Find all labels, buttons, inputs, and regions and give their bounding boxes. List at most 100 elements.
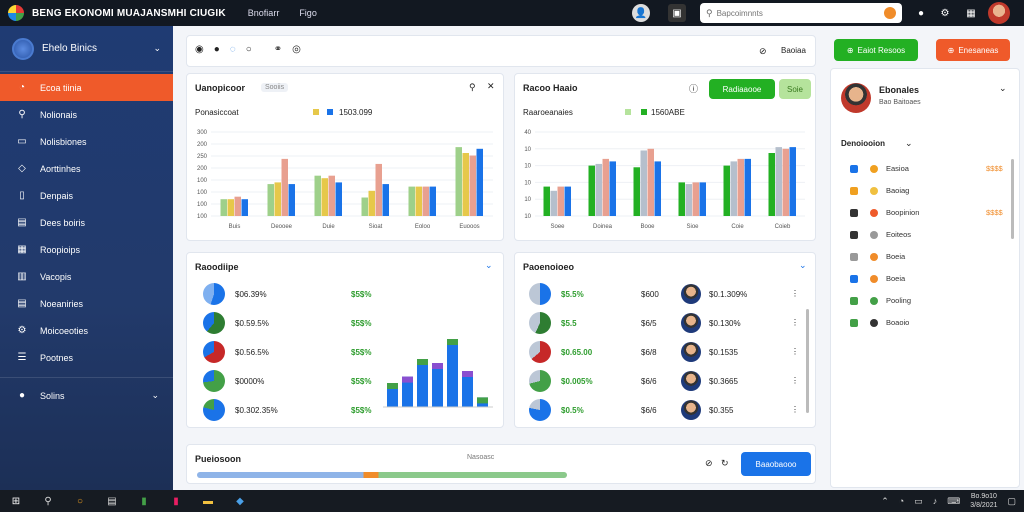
chevron-down-icon[interactable]: ⌄ (999, 83, 1007, 93)
avatar[interactable] (681, 400, 701, 420)
bar[interactable] (432, 363, 443, 407)
window-icon[interactable]: ▣ (668, 4, 686, 22)
browser-icon[interactable]: ◆ (236, 495, 244, 507)
search-icon[interactable]: ⚲ (469, 82, 476, 92)
bar[interactable] (462, 153, 470, 216)
link-icon[interactable]: ⚭ (273, 44, 283, 55)
close-icon[interactable]: ✕ (487, 81, 495, 91)
create-button[interactable]: ⊕ Eaiot Resoos (834, 39, 918, 61)
bar[interactable] (723, 165, 731, 216)
avatar[interactable] (681, 284, 701, 304)
scrollbar[interactable] (1011, 159, 1014, 239)
bar[interactable] (789, 147, 797, 216)
bar[interactable] (476, 148, 484, 216)
bar[interactable] (640, 150, 648, 216)
bar[interactable] (429, 186, 437, 216)
bar[interactable] (281, 158, 289, 216)
chevron-down-icon[interactable]: ⌄ (799, 260, 807, 270)
battery-icon[interactable]: ▭ (914, 495, 923, 506)
sidebar-item-11[interactable]: ☰ Pootnes (0, 344, 173, 371)
search-icon[interactable]: ⚲ (44, 495, 52, 507)
volume-icon[interactable]: ♪ (932, 496, 938, 506)
bar[interactable] (685, 184, 693, 216)
bar[interactable] (447, 339, 458, 407)
bar[interactable] (654, 161, 662, 216)
avatar[interactable] (681, 313, 701, 333)
bar[interactable] (234, 196, 242, 216)
sidebar-header[interactable]: Ehelo Binics ⌄ (0, 26, 173, 72)
bar[interactable] (314, 175, 322, 216)
bar[interactable] (375, 163, 383, 216)
scrollbar[interactable] (806, 309, 809, 413)
search-filter-icon[interactable] (884, 7, 896, 19)
filter-icon[interactable]: ⊘ (759, 46, 767, 56)
bar[interactable] (417, 359, 428, 407)
avatar[interactable] (681, 342, 701, 362)
bar[interactable] (768, 153, 776, 216)
chat-icon[interactable]: ◌ (229, 44, 236, 55)
chevron-down-icon[interactable]: ⌄ (485, 260, 493, 270)
right-list-item[interactable]: Baoiag (850, 186, 986, 195)
bar[interactable] (557, 186, 565, 216)
bar[interactable] (543, 186, 551, 216)
taskview-icon[interactable]: ▤ (107, 495, 117, 507)
user-avatar-icon[interactable]: 👤 (632, 4, 650, 22)
avatar-icon[interactable]: ◉ (195, 44, 204, 55)
refresh-icon[interactable]: ○ (245, 44, 252, 55)
sidebar-item-footer[interactable]: ● Solins ⌄ (0, 382, 173, 409)
user-icon[interactable]: ● (213, 44, 220, 55)
sidebar-item-4[interactable]: ◇ Aorttinhes (0, 155, 173, 182)
sidebar-item-1[interactable]: ◔ Ecoa tiinia (0, 74, 173, 101)
search-box[interactable]: ⚲ (700, 3, 902, 23)
folder-icon[interactable]: ▬ (203, 495, 213, 507)
more-icon[interactable]: ⋮ (791, 376, 799, 385)
bar[interactable] (647, 148, 655, 216)
more-icon[interactable]: ⋮ (791, 318, 799, 327)
sidebar-item-6[interactable]: ▤ Dees boiris (0, 209, 173, 236)
bar[interactable] (744, 158, 752, 216)
bar[interactable] (328, 175, 336, 216)
sidebar-item-7[interactable]: ▦ Roopioips (0, 236, 173, 263)
target-icon[interactable]: ◎ (292, 44, 301, 55)
bar[interactable] (227, 199, 235, 216)
export-button[interactable]: ⊕ Enesaneas (936, 39, 1010, 61)
bar[interactable] (402, 376, 413, 407)
sidebar-item-8[interactable]: ▥ Vacopis (0, 263, 173, 290)
bar[interactable] (564, 186, 572, 216)
menu-item-2[interactable]: Figo (299, 8, 317, 18)
bar[interactable] (782, 148, 790, 216)
bar[interactable] (588, 165, 596, 216)
start-icon[interactable]: ⊞ (11, 495, 21, 507)
app-green-icon[interactable]: ▮ (141, 495, 147, 507)
keyboard-icon[interactable]: ⌨ (947, 495, 961, 506)
bar[interactable] (550, 190, 558, 216)
sidebar-item-2[interactable]: ⚲ Nolionais (0, 101, 173, 128)
bar[interactable] (361, 197, 369, 216)
right-list-item[interactable]: Boeia (850, 274, 986, 283)
chevron-up-icon[interactable]: ⌃ (881, 495, 889, 506)
filter-icon[interactable]: ⊘ (705, 458, 713, 468)
bar[interactable] (775, 147, 783, 216)
bar[interactable] (422, 186, 430, 216)
chevron-down-icon[interactable]: ⌄ (151, 390, 159, 400)
clock[interactable]: Bo.9o10 3/8/2021 (970, 492, 997, 510)
bar[interactable] (455, 147, 463, 216)
sidebar-item-10[interactable]: ⚙ Moicoeoties (0, 317, 173, 344)
secondary-button[interactable]: Soie (779, 79, 811, 99)
cortana-icon[interactable]: ○ (76, 495, 84, 507)
sidebar-item-3[interactable]: ▭ Nolisbiones (0, 128, 173, 155)
bar[interactable] (699, 182, 707, 216)
profile-avatar[interactable] (988, 2, 1010, 24)
right-list-item[interactable]: Boopinion $$$$ (850, 208, 1003, 217)
avatar[interactable] (681, 371, 701, 391)
profile-avatar[interactable] (841, 83, 871, 113)
bar[interactable] (288, 184, 296, 216)
bar[interactable] (469, 155, 477, 216)
menu-item-1[interactable]: Bnofiarr (247, 8, 280, 18)
app-pink-icon[interactable]: ▮ (173, 495, 179, 507)
bar[interactable] (678, 182, 686, 216)
right-list-item[interactable]: Boaoio (850, 318, 986, 327)
notification-icon[interactable]: ▢ (1007, 495, 1016, 506)
primary-action-button[interactable]: Baaobaooo (741, 452, 811, 476)
refresh-icon[interactable]: ↻ (721, 458, 729, 468)
